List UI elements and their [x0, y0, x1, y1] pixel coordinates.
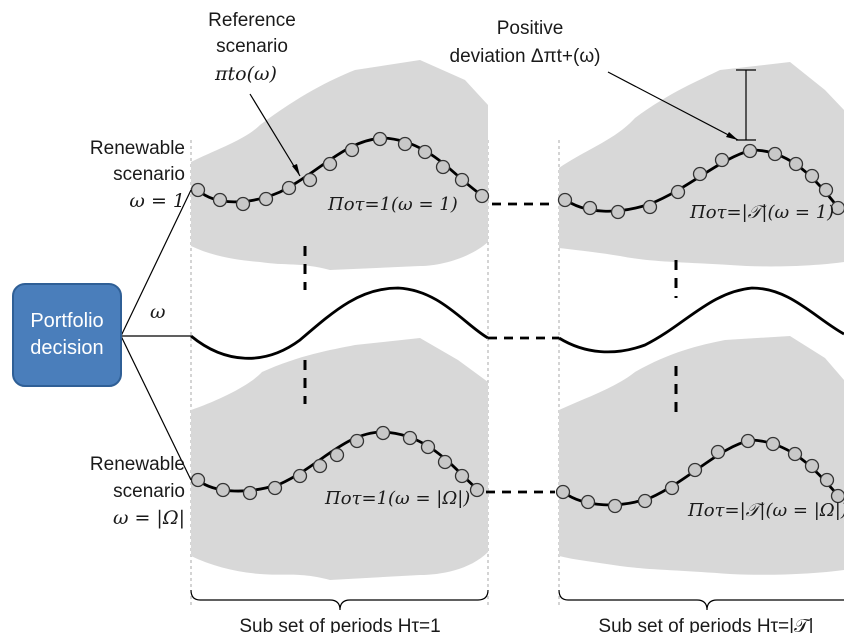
- block-label-bottom-right: Πoτ=|𝒯|(ω = |Ω|): [687, 500, 844, 521]
- marker: [710, 444, 726, 460]
- marker: [420, 439, 436, 455]
- marker: [454, 172, 470, 188]
- marker: [804, 168, 820, 184]
- marker: [349, 433, 365, 449]
- uncertainty-band-bottom-right: [559, 336, 844, 575]
- marker: [742, 143, 758, 159]
- branch-top: [120, 189, 192, 337]
- marker: [714, 152, 730, 168]
- subset-label-left: Sub set of periods Hτ=1: [239, 616, 440, 633]
- marker: [555, 484, 571, 500]
- markers-top-left: [190, 131, 490, 212]
- scenario-top-line1: Renewable: [90, 138, 185, 159]
- block-label-bottom-left: Πoτ=1(ω = |Ω|): [324, 488, 470, 509]
- marker: [437, 454, 453, 470]
- curve-middle-left: [190, 286, 489, 360]
- marker: [302, 172, 318, 188]
- marker: [787, 446, 803, 462]
- marker: [258, 191, 274, 207]
- marker: [664, 480, 680, 496]
- markers-bottom-left: [190, 425, 485, 501]
- marker: [329, 447, 345, 463]
- scenario-bottom-line3: ω = |Ω|: [113, 507, 185, 529]
- marker: [292, 468, 308, 484]
- markers-top-right: [557, 143, 844, 220]
- brace-right: [558, 589, 844, 611]
- markers-bottom-right: [555, 433, 844, 514]
- portfolio-decision-box: [12, 283, 122, 387]
- scenario-bottom-line1: Renewable: [90, 454, 185, 475]
- uncertainty-band-top-right: [559, 62, 844, 267]
- positive-annotation-line2: deviation Δπt+(ω): [450, 46, 601, 67]
- uncertainty-band-top-left: [191, 60, 488, 270]
- marker: [454, 468, 470, 484]
- marker: [819, 472, 835, 488]
- marker: [267, 480, 283, 496]
- marker: [312, 458, 328, 474]
- marker: [372, 131, 388, 147]
- marker: [397, 136, 413, 152]
- marker: [242, 485, 258, 501]
- scenario-top-line2: scenario: [113, 164, 185, 185]
- marker: [322, 156, 338, 172]
- scenario-top-line3: ω = 1: [129, 190, 185, 212]
- marker: [642, 199, 658, 215]
- portfolio-label-line1: Portfolio: [30, 310, 103, 332]
- marker: [670, 184, 686, 200]
- marker: [417, 144, 433, 160]
- marker: [765, 436, 781, 452]
- marker: [687, 462, 703, 478]
- portfolio-label-line2: decision: [30, 337, 103, 359]
- marker: [767, 146, 783, 162]
- marker: [692, 166, 708, 182]
- marker: [580, 494, 596, 510]
- marker: [235, 196, 251, 212]
- brace-left: [190, 589, 489, 611]
- marker: [281, 180, 297, 196]
- marker: [212, 192, 228, 208]
- positive-annotation-line1: Positive: [497, 18, 564, 39]
- marker: [818, 182, 834, 198]
- curve-top-right: [562, 148, 842, 213]
- positive-arrowhead: [726, 132, 738, 140]
- marker: [344, 142, 360, 158]
- marker: [740, 433, 756, 449]
- positive-arrow: [607, 71, 739, 141]
- marker: [607, 498, 623, 514]
- reference-annotation-line3: πto(ω): [214, 63, 277, 85]
- marker: [435, 159, 451, 175]
- marker: [610, 204, 626, 220]
- marker: [582, 200, 598, 216]
- marker: [788, 156, 804, 172]
- marker: [190, 182, 206, 198]
- marker: [557, 192, 573, 208]
- reference-annotation-line1: Reference: [208, 10, 296, 31]
- marker: [190, 472, 206, 488]
- marker: [804, 458, 820, 474]
- marker: [830, 200, 844, 216]
- marker: [474, 188, 490, 204]
- marker: [830, 488, 844, 504]
- subset-label-right: Sub set of periods Hτ=|𝒯|: [598, 616, 813, 633]
- curve-middle-right: [558, 286, 844, 354]
- reference-arrow: [249, 93, 301, 177]
- marker: [469, 482, 485, 498]
- block-label-top-right: Πoτ=|𝒯|(ω = 1): [689, 202, 834, 223]
- marker: [375, 425, 391, 441]
- block-label-top-left: Πoτ=1(ω = 1): [327, 194, 458, 215]
- marker: [215, 482, 231, 498]
- scenario-bottom-line2: scenario: [113, 481, 185, 502]
- reference-arrowhead: [292, 164, 300, 176]
- marker: [402, 430, 418, 446]
- marker: [637, 493, 653, 509]
- branch-bottom: [120, 335, 192, 481]
- branch-omega-label: ω: [150, 301, 166, 323]
- reference-annotation-line2: scenario: [216, 36, 288, 57]
